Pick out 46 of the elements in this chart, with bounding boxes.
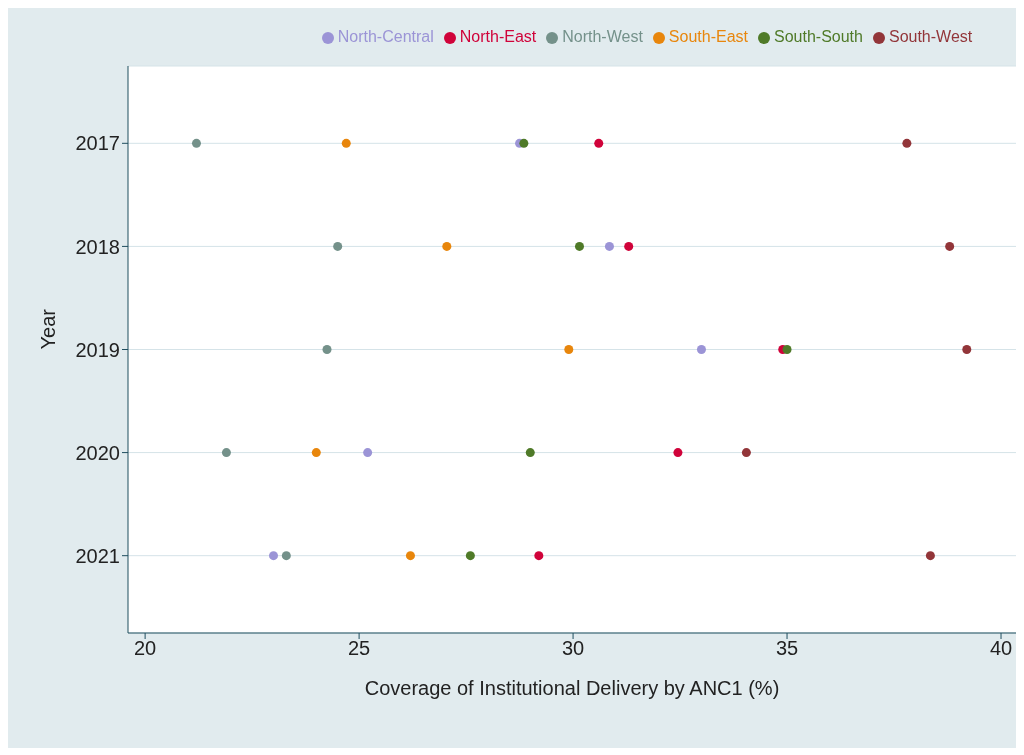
- point: [534, 551, 544, 561]
- point: [696, 344, 706, 355]
- y-tick-label: 2020: [75, 441, 120, 464]
- legend-label: South-West: [888, 28, 973, 45]
- point: [442, 241, 452, 251]
- point: [281, 551, 291, 561]
- y-tick-label: 2019: [75, 338, 120, 361]
- point: [525, 448, 535, 458]
- x-axis-title: Coverage of Institutional Delivery by ANC1 (%): [364, 677, 780, 699]
- legend-label: North-West: [562, 28, 643, 45]
- point: [322, 344, 332, 355]
- point: [604, 241, 614, 251]
- point: [925, 551, 935, 561]
- point: [962, 344, 972, 355]
- legend-label: South-East: [668, 28, 748, 45]
- legend-label: North-Central: [337, 28, 434, 45]
- x-tick-label: 40: [989, 637, 1013, 660]
- y-tick-label: 2018: [75, 235, 120, 258]
- point: [341, 138, 351, 148]
- legend-label: North-East: [459, 28, 537, 45]
- point: [519, 138, 529, 148]
- x-tick-label: 20: [133, 637, 157, 660]
- point: [673, 448, 683, 458]
- point: [574, 241, 584, 251]
- point: [221, 448, 231, 458]
- legend-label: South-South: [774, 28, 863, 45]
- point: [902, 138, 912, 148]
- point: [465, 551, 475, 561]
- point: [782, 344, 792, 355]
- point: [333, 241, 343, 251]
- point: [741, 448, 751, 458]
- y-axis-title: Year: [37, 308, 60, 350]
- y-tick-label: 2017: [75, 132, 120, 155]
- point: [191, 138, 201, 148]
- x-tick-label: 30: [561, 637, 585, 660]
- y-tick-label: 2021: [75, 544, 120, 567]
- point: [405, 551, 415, 561]
- point: [945, 241, 955, 251]
- point: [311, 448, 321, 458]
- point: [363, 448, 373, 458]
- x-tick-label: 35: [775, 637, 799, 660]
- x-tick-label: 25: [347, 637, 371, 660]
- point: [268, 551, 279, 561]
- point: [564, 344, 574, 355]
- point: [594, 138, 604, 148]
- point: [624, 241, 634, 251]
